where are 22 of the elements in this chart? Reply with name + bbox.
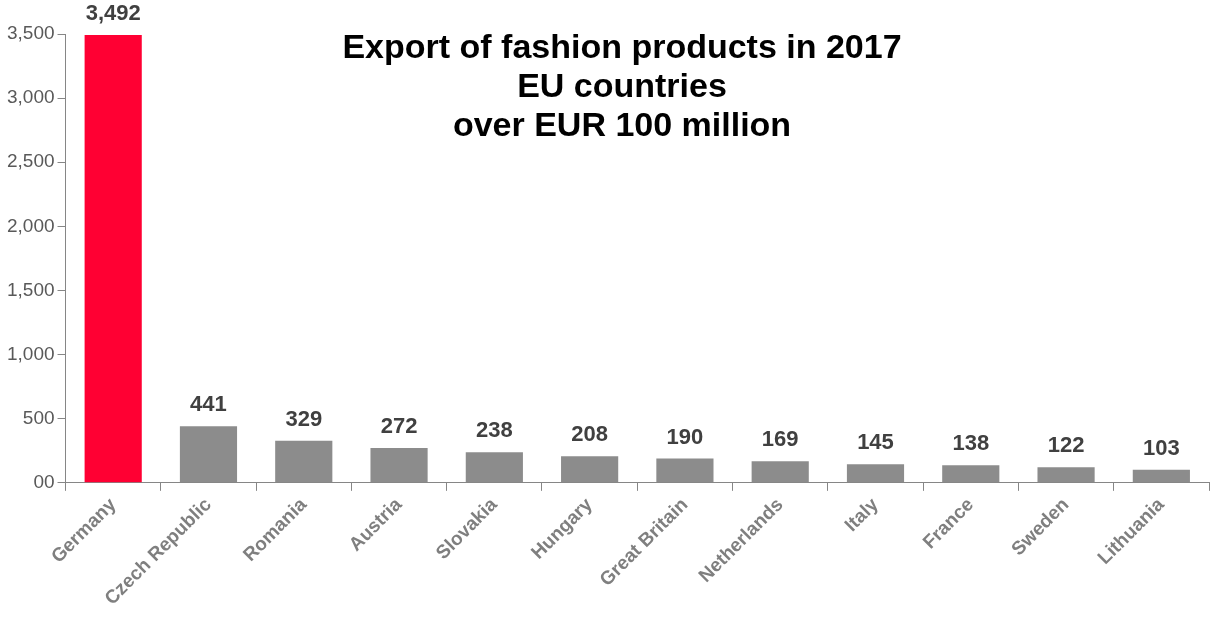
data-label: 103 (1143, 434, 1180, 460)
data-label: 138 (952, 430, 990, 456)
data-label: 3,492 (85, 0, 141, 26)
bar (84, 35, 142, 483)
data-label: 329 (285, 405, 323, 431)
y-tick-label: 3,500 (7, 22, 55, 44)
y-tick-label: 1,500 (7, 278, 55, 300)
y-tick-label: 3,000 (7, 86, 55, 108)
text: Export of fashion products in 2017 EU countries over EUR 100 million (342, 27, 902, 144)
data-label: 441 (190, 391, 227, 417)
y-tick-label: 00 (33, 471, 55, 493)
data-label: 238 (475, 417, 513, 443)
y-tick-label: 500 (22, 406, 55, 428)
data-label: 272 (380, 413, 418, 439)
data-label: 145 (857, 429, 894, 455)
data-label: 190 (666, 423, 704, 449)
y-tick-label: 1,000 (7, 342, 55, 364)
data-label: 122 (1047, 432, 1085, 458)
data-label: 169 (761, 426, 799, 452)
y-tick-label: 2,000 (7, 214, 55, 236)
y-tick-label: 2,500 (7, 150, 55, 172)
data-label: 208 (571, 421, 608, 447)
